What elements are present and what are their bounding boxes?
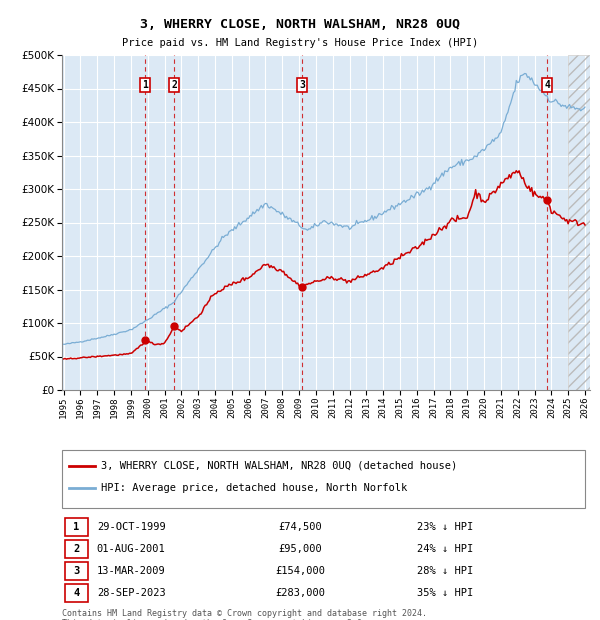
Text: 29-OCT-1999: 29-OCT-1999 <box>97 522 166 532</box>
Text: £95,000: £95,000 <box>278 544 322 554</box>
Text: 2: 2 <box>73 544 80 554</box>
Text: 28-SEP-2023: 28-SEP-2023 <box>97 588 166 598</box>
Text: £74,500: £74,500 <box>278 522 322 532</box>
Text: 3, WHERRY CLOSE, NORTH WALSHAM, NR28 0UQ (detached house): 3, WHERRY CLOSE, NORTH WALSHAM, NR28 0UQ… <box>101 461 457 471</box>
Text: 1: 1 <box>142 80 148 90</box>
Text: 24% ↓ HPI: 24% ↓ HPI <box>417 544 473 554</box>
Bar <box>568 55 590 390</box>
Text: Price paid vs. HM Land Registry's House Price Index (HPI): Price paid vs. HM Land Registry's House … <box>122 38 478 48</box>
Text: £154,000: £154,000 <box>275 566 325 576</box>
Text: 3, WHERRY CLOSE, NORTH WALSHAM, NR28 0UQ: 3, WHERRY CLOSE, NORTH WALSHAM, NR28 0UQ <box>140 19 460 32</box>
Text: 28% ↓ HPI: 28% ↓ HPI <box>417 566 473 576</box>
Text: 13-MAR-2009: 13-MAR-2009 <box>97 566 166 576</box>
Text: 01-AUG-2001: 01-AUG-2001 <box>97 544 166 554</box>
Text: 4: 4 <box>544 80 550 90</box>
Text: £283,000: £283,000 <box>275 588 325 598</box>
Text: 1: 1 <box>73 522 80 532</box>
Text: Contains HM Land Registry data © Crown copyright and database right 2024.
This d: Contains HM Land Registry data © Crown c… <box>62 609 427 620</box>
Text: 3: 3 <box>73 566 80 576</box>
Text: 2: 2 <box>172 80 178 90</box>
Text: 4: 4 <box>73 588 80 598</box>
Text: 3: 3 <box>299 80 305 90</box>
Text: 35% ↓ HPI: 35% ↓ HPI <box>417 588 473 598</box>
Text: HPI: Average price, detached house, North Norfolk: HPI: Average price, detached house, Nort… <box>101 483 407 493</box>
Text: 23% ↓ HPI: 23% ↓ HPI <box>417 522 473 532</box>
